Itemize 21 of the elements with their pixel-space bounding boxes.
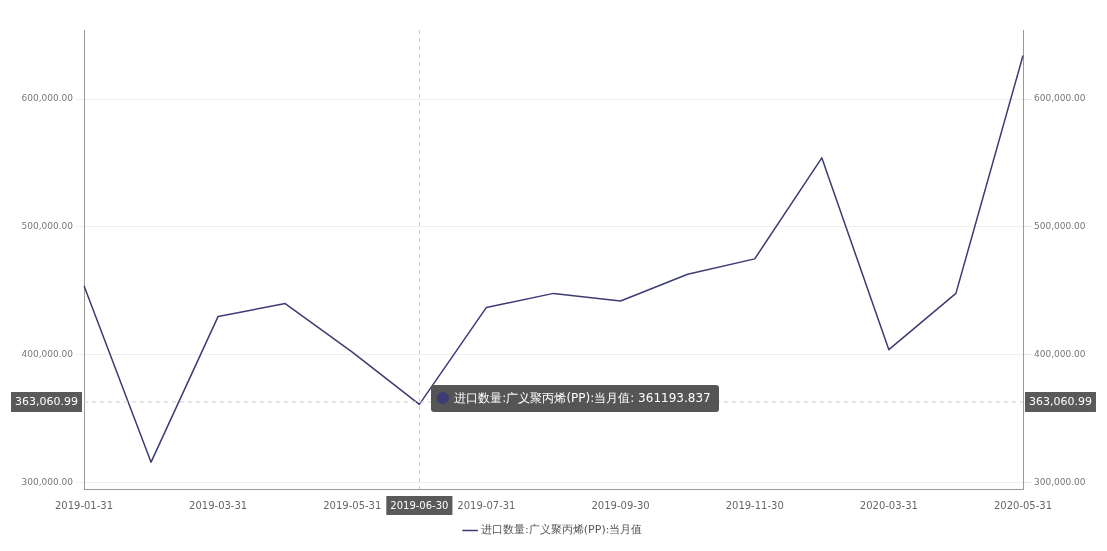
y-tick-label: 300,000.00 <box>21 476 74 487</box>
x-tick-label: 2019-05-31 <box>323 499 382 511</box>
x-tick-label: 2020-05-31 <box>993 499 1053 511</box>
x-tick-label: 2019-09-30 <box>591 499 650 511</box>
y2-tick-label: 500,000.00 <box>1034 221 1086 232</box>
y-tick-label: 500,000.00 <box>21 221 74 232</box>
y2-tick-label: 600,000.00 <box>1034 93 1086 104</box>
x-tick-label: 2019-03-31 <box>189 499 248 511</box>
y-tick-label: 600,000.00 <box>21 93 74 104</box>
y-tick-label: 400,000.00 <box>21 349 74 360</box>
ref-line-label: 363,060.99 <box>15 394 78 408</box>
text: 363,060.99 <box>1029 394 1092 408</box>
y2-tick-label: 300,000.00 <box>1034 476 1086 487</box>
x-tick-label: 2019-11-30 <box>725 499 784 511</box>
annotation: 进口数量:广义聚丙烯(PP):当月值: 361193.837 <box>454 389 711 407</box>
y2-tick-label: 400,000.00 <box>1034 349 1086 360</box>
x-tick-label: 2019-07-31 <box>457 499 516 511</box>
x-tick-label: 2019-06-30 <box>390 499 449 511</box>
x-tick-label: 2020-03-31 <box>859 499 918 511</box>
x-tick-label: 2019-01-31 <box>54 499 114 511</box>
legend-label: 进口数量:广义聚丙烯(PP):当月值 <box>481 523 643 537</box>
